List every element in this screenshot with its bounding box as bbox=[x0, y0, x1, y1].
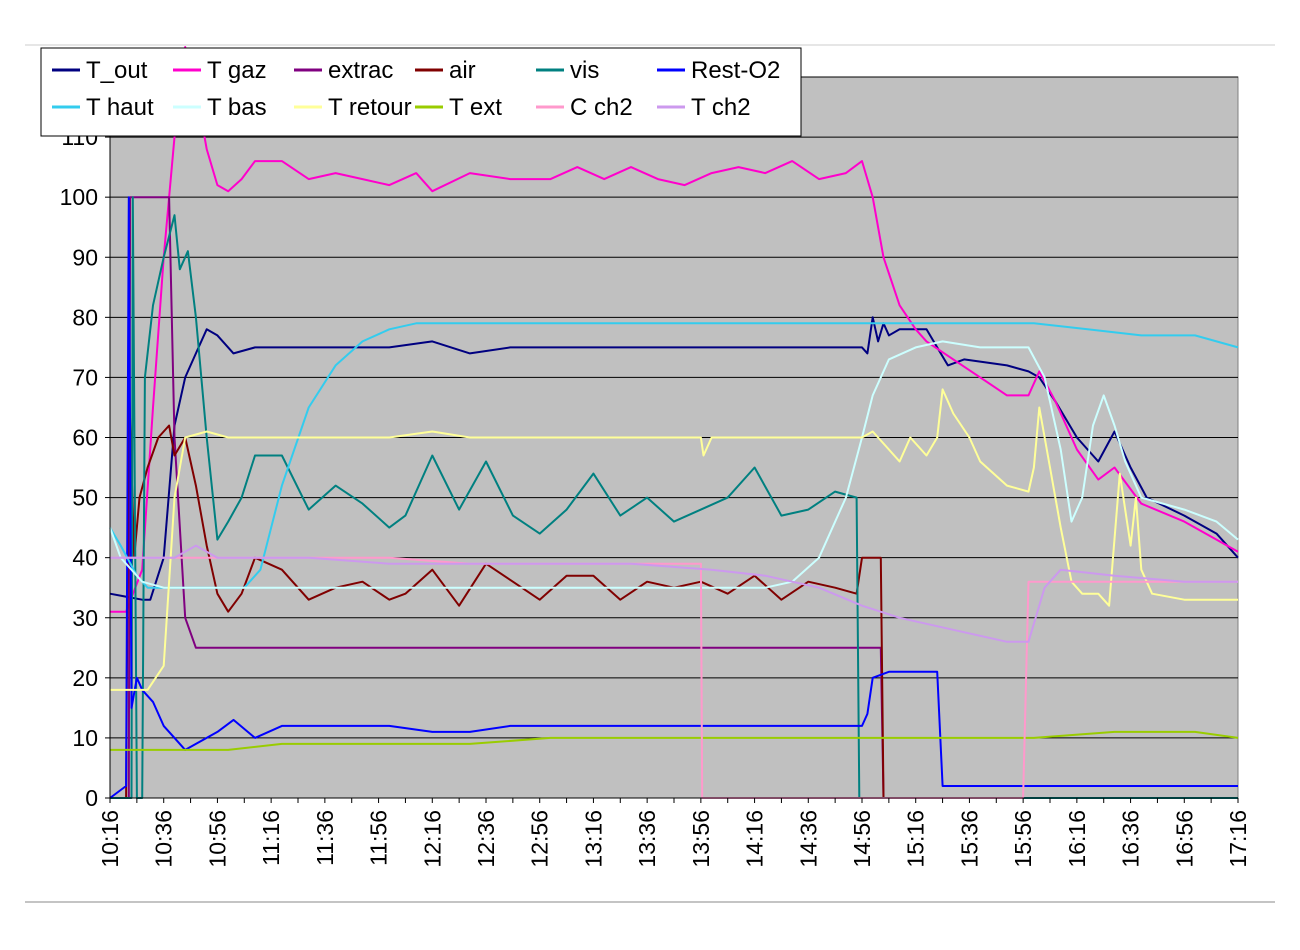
series-line-t-ext bbox=[110, 730, 1239, 751]
legend-entry: T retour bbox=[294, 94, 412, 121]
y-tick-label: 30 bbox=[72, 605, 98, 631]
x-tick-label: 13:36 bbox=[634, 810, 660, 868]
x-tick-label: 15:56 bbox=[1010, 810, 1036, 868]
legend-label: C ch2 bbox=[570, 94, 633, 121]
legend-entry: Rest-O2 bbox=[657, 57, 780, 84]
x-tick-label: 12:36 bbox=[473, 810, 499, 868]
x-tick-label: 15:16 bbox=[903, 810, 929, 868]
x-tick-label: 13:56 bbox=[688, 810, 714, 868]
legend-label: T_out bbox=[86, 57, 148, 84]
x-tick-label: 16:16 bbox=[1064, 810, 1090, 868]
y-tick-label: 60 bbox=[72, 425, 98, 451]
legend-label: T gaz bbox=[207, 57, 267, 84]
x-tick-label: 10:16 bbox=[97, 810, 123, 868]
series-line-t-gaz bbox=[110, 46, 1239, 613]
legend-entry: C ch2 bbox=[536, 94, 633, 121]
y-tick-label: 10 bbox=[72, 725, 98, 751]
legend-label: T retour bbox=[328, 94, 412, 121]
legend-entry: extrac bbox=[294, 57, 393, 84]
legend-entry: vis bbox=[536, 57, 599, 84]
x-tick-label: 16:36 bbox=[1118, 810, 1144, 868]
y-tick-label: 20 bbox=[72, 665, 98, 691]
y-tick-label: 90 bbox=[72, 244, 98, 270]
x-tick-label: 13:16 bbox=[580, 810, 606, 868]
x-tick-label: 15:36 bbox=[956, 810, 982, 868]
series-group bbox=[109, 46, 1239, 799]
x-tick-label: 10:56 bbox=[204, 810, 230, 868]
x-tick-label: 11:16 bbox=[258, 810, 284, 866]
legend-entry: T haut bbox=[52, 94, 154, 121]
x-tick-label: 17:16 bbox=[1225, 810, 1251, 868]
series-line-extrac bbox=[110, 196, 1238, 799]
series-line-t-retour bbox=[110, 388, 1238, 691]
legend-entry: T ext bbox=[415, 94, 502, 121]
legend-entry: T gaz bbox=[173, 57, 267, 84]
legend-label: vis bbox=[570, 57, 599, 84]
x-tick-label: 10:36 bbox=[151, 810, 177, 868]
x-tick-label: 12:56 bbox=[527, 810, 553, 868]
x-tick-label: 12:16 bbox=[419, 810, 445, 868]
legend-label: Rest-O2 bbox=[691, 57, 780, 84]
y-tick-label: 80 bbox=[72, 304, 98, 330]
y-tick-label: 50 bbox=[72, 485, 98, 511]
x-tick-label: 11:56 bbox=[366, 810, 392, 866]
x-axis-tick-labels: 10:16 10:36 10:56 11:16 11:36 11:56 12:16 12:36… bbox=[97, 798, 1251, 868]
x-tick-label: 14:16 bbox=[742, 810, 768, 868]
legend-entry: T bas bbox=[173, 94, 267, 121]
series-line-rest-o2 bbox=[109, 196, 1238, 799]
y-tick-label: 100 bbox=[60, 184, 98, 210]
legend-label: T ch2 bbox=[691, 94, 751, 121]
y-tick-label: 70 bbox=[72, 364, 98, 390]
series-line-t-out bbox=[109, 316, 1239, 601]
series-line-t-ch2 bbox=[110, 544, 1238, 643]
legend-entry: T ch2 bbox=[657, 94, 751, 121]
x-tick-label: 14:56 bbox=[849, 810, 875, 868]
series-line-vis bbox=[110, 196, 1238, 799]
x-tick-label: 14:36 bbox=[795, 810, 821, 868]
legend-box bbox=[40, 47, 802, 137]
y-tick-label: 40 bbox=[72, 545, 98, 571]
series-line-air bbox=[110, 376, 1238, 799]
y-tick-label: 0 bbox=[85, 785, 98, 811]
legend-label: T bas bbox=[207, 94, 267, 121]
legend-label: T ext bbox=[449, 94, 502, 121]
legend-label: extrac bbox=[328, 57, 393, 84]
x-tick-label: 11:36 bbox=[312, 810, 338, 866]
legend-label: air bbox=[449, 57, 476, 84]
x-tick-label: 16:56 bbox=[1171, 810, 1197, 868]
series-line-t-bas bbox=[109, 340, 1239, 589]
legend: T_out T gaz extrac air vis Rest-O2 T haut T bas… bbox=[40, 47, 802, 137]
legend-label: T haut bbox=[86, 94, 154, 121]
legend-entry: T_out bbox=[52, 57, 148, 84]
legend-entry: air bbox=[415, 57, 476, 84]
